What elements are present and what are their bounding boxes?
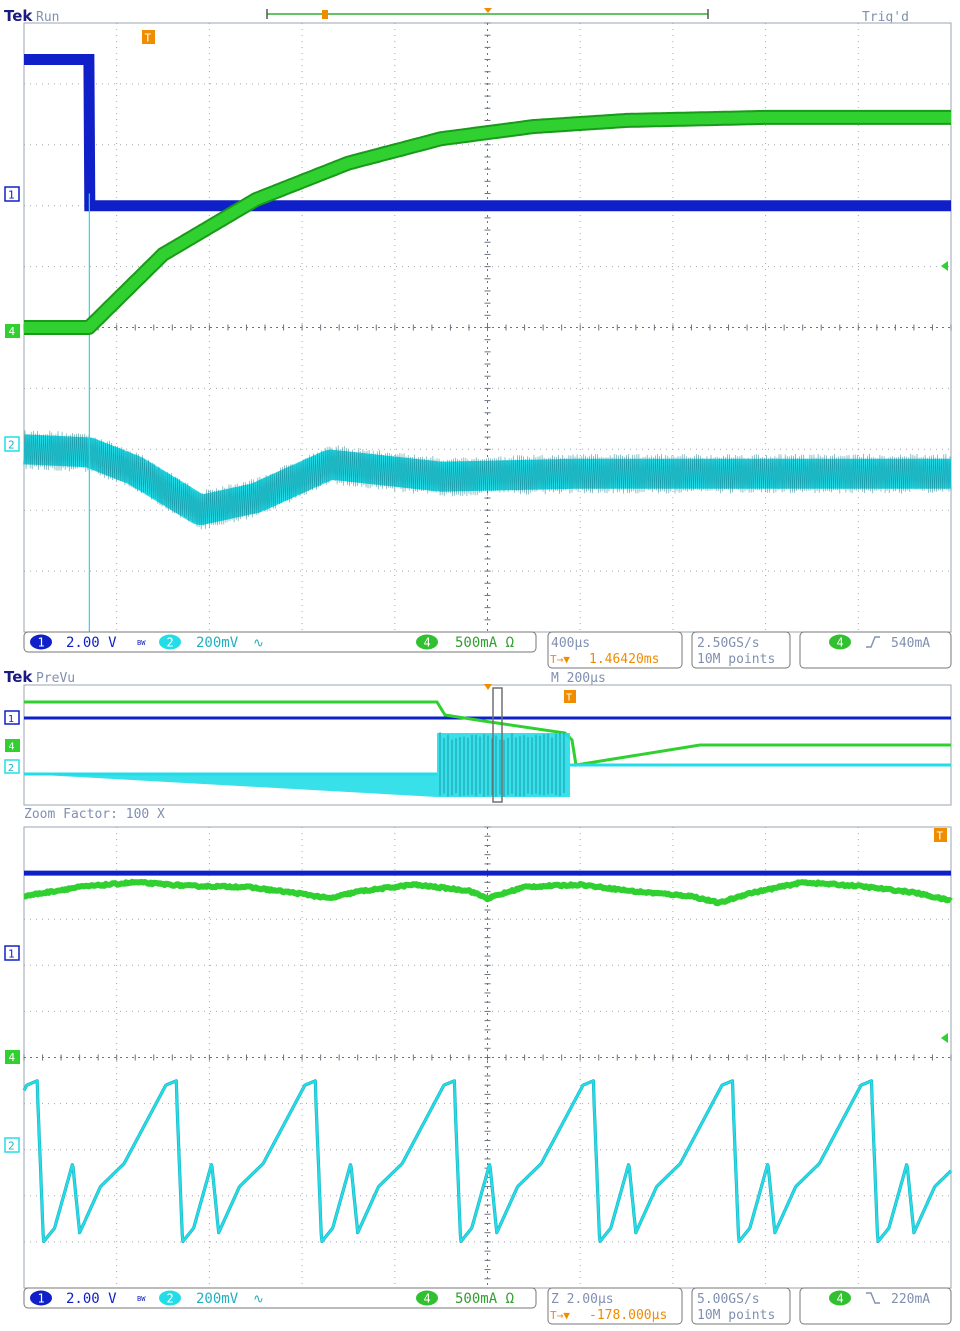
top-trig-pos: 1.46420ms [589,652,659,667]
bottom-ch1-marker: 1 [4,945,20,961]
overview-ch2-marker: 2 [4,759,20,774]
top-bw-icon: BW [137,639,146,647]
bottom-trigger-level-arrow [941,1033,948,1043]
bottom-main-timebase: M 200µs [551,671,606,686]
bottom-ch2-num: 2 [167,1292,174,1306]
top-ch2-scale: 200mV [196,635,239,651]
top-status-bar: 1 2.00 V BW 2 200mV ∿ 4 500mA Ω 400µs T→… [23,631,952,669]
bottom-trig-pos: -178.000µs [589,1308,667,1323]
bottom-trig-pos-icon: T→▼ [550,1309,570,1322]
bottom-trigger-letter: T [937,830,944,843]
overview-ch1-marker: 1 [4,710,20,725]
bottom-bw-icon: BW [137,1295,146,1303]
zoom-factor-label: Zoom Factor: 100 X [24,807,165,822]
top-ch1-marker: 1 [4,186,20,202]
top-ch1-trace [24,54,951,212]
overview-ch1-marker-label: 1 [8,714,14,725]
bottom-ch2-scale: 200mV [196,1291,239,1307]
bottom-ch2-ac-icon: ∿ [253,1292,264,1307]
bottom-ch4-marker-label: 4 [9,1051,16,1064]
bottom-record-length: 10M points [697,1308,775,1323]
bottom-falling-edge-icon [866,1292,880,1304]
overview-trigger-arrow [484,684,492,690]
bottom-graticule [23,826,952,1289]
top-ch4-trace [20,111,955,333]
top-trigger-letter: T [145,32,152,45]
top-trig-level: 540mA [891,636,930,651]
top-record-length: 10M points [697,652,775,667]
overview-trigger-letter: T [566,693,572,704]
bottom-ch1-scale: 2.00 V [66,1291,117,1307]
top-brand: Tek [4,7,33,25]
bottom-zoom-timebase: Z 2.00µs [551,1292,614,1307]
bottom-ch2-trace [23,1079,952,1243]
bottom-ch2-marker-label: 2 [8,1140,15,1153]
top-trig-status: Trig'd [862,10,909,25]
top-ch4-scale: 500mA Ω [455,635,514,651]
overview-ch2-trace [24,763,951,776]
top-trig-pos-icon: T→▼ [550,653,570,666]
record-position-bar [266,8,709,19]
bottom-ch4-trace [22,878,953,907]
overview-ch2-hatch [439,732,565,797]
top-ch2-num: 2 [167,636,174,650]
overview-ch4-marker: 4 [5,739,20,753]
top-ch1-num: 1 [38,636,45,650]
top-ch2-marker: 2 [4,436,20,452]
top-ch1-scale: 2.00 V [66,635,117,651]
bottom-brand: Tek [4,668,33,686]
zoom-window-box[interactable] [492,687,503,803]
bottom-ch1-marker-label: 1 [8,948,15,961]
bottom-ch2-marker: 2 [4,1137,20,1153]
top-run-state: Run [36,10,59,25]
overview-ch2-burst [24,733,570,797]
bottom-sample-rate: 5.00GS/s [697,1292,760,1307]
bottom-ch1-num: 1 [38,1292,45,1306]
top-ch2-marker-label: 2 [8,439,15,452]
top-ch1-marker-label: 1 [8,189,15,202]
top-rising-edge-icon [866,636,880,648]
top-sample-rate: 2.50GS/s [697,636,760,651]
bottom-prevu-state: PreVu [36,671,75,686]
top-trigger-level-arrow [941,261,948,271]
bottom-trig-level: 220mA [891,1292,930,1307]
overview-traces [24,700,951,797]
bottom-timebase-box[interactable] [547,1287,683,1325]
top-ch4-num: 4 [424,636,431,650]
bottom-ch4-scale: 500mA Ω [455,1291,514,1307]
top-trigger-marker: T [142,30,155,45]
top-ch4-marker-label: 4 [9,325,16,338]
bottom-ch4-num: 4 [424,1292,431,1306]
bottom-acquisition-box[interactable] [691,1287,791,1325]
top-timebase-box[interactable] [547,631,683,669]
overview-ch4-marker-label: 4 [9,742,15,753]
bottom-channel-readout-box[interactable] [23,1287,537,1309]
bottom-status-bar: 1 2.00 V BW 2 200mV ∿ 4 500mA Ω Z 2.00µs… [23,1287,952,1325]
top-ch2-trace [10,434,960,525]
bottom-ch4-marker: 4 [5,1050,20,1064]
top-traces [10,54,960,632]
overview-ch2-marker-label: 2 [8,763,14,774]
top-timebase: 400µs [551,636,590,651]
overview-trigger-marker: T [564,690,576,704]
top-ch4-marker: 4 [5,324,20,338]
bottom-traces [22,870,953,1243]
bottom-trigger-marker: T [934,828,947,843]
bottom-trig-source: 4 [837,1292,844,1306]
top-acquisition-box[interactable] [691,631,791,669]
top-trig-source: 4 [837,636,844,650]
top-ch2-noise [23,430,952,530]
top-ch2-ac-icon: ∿ [253,636,264,651]
top-channel-readout-box[interactable] [23,631,537,653]
